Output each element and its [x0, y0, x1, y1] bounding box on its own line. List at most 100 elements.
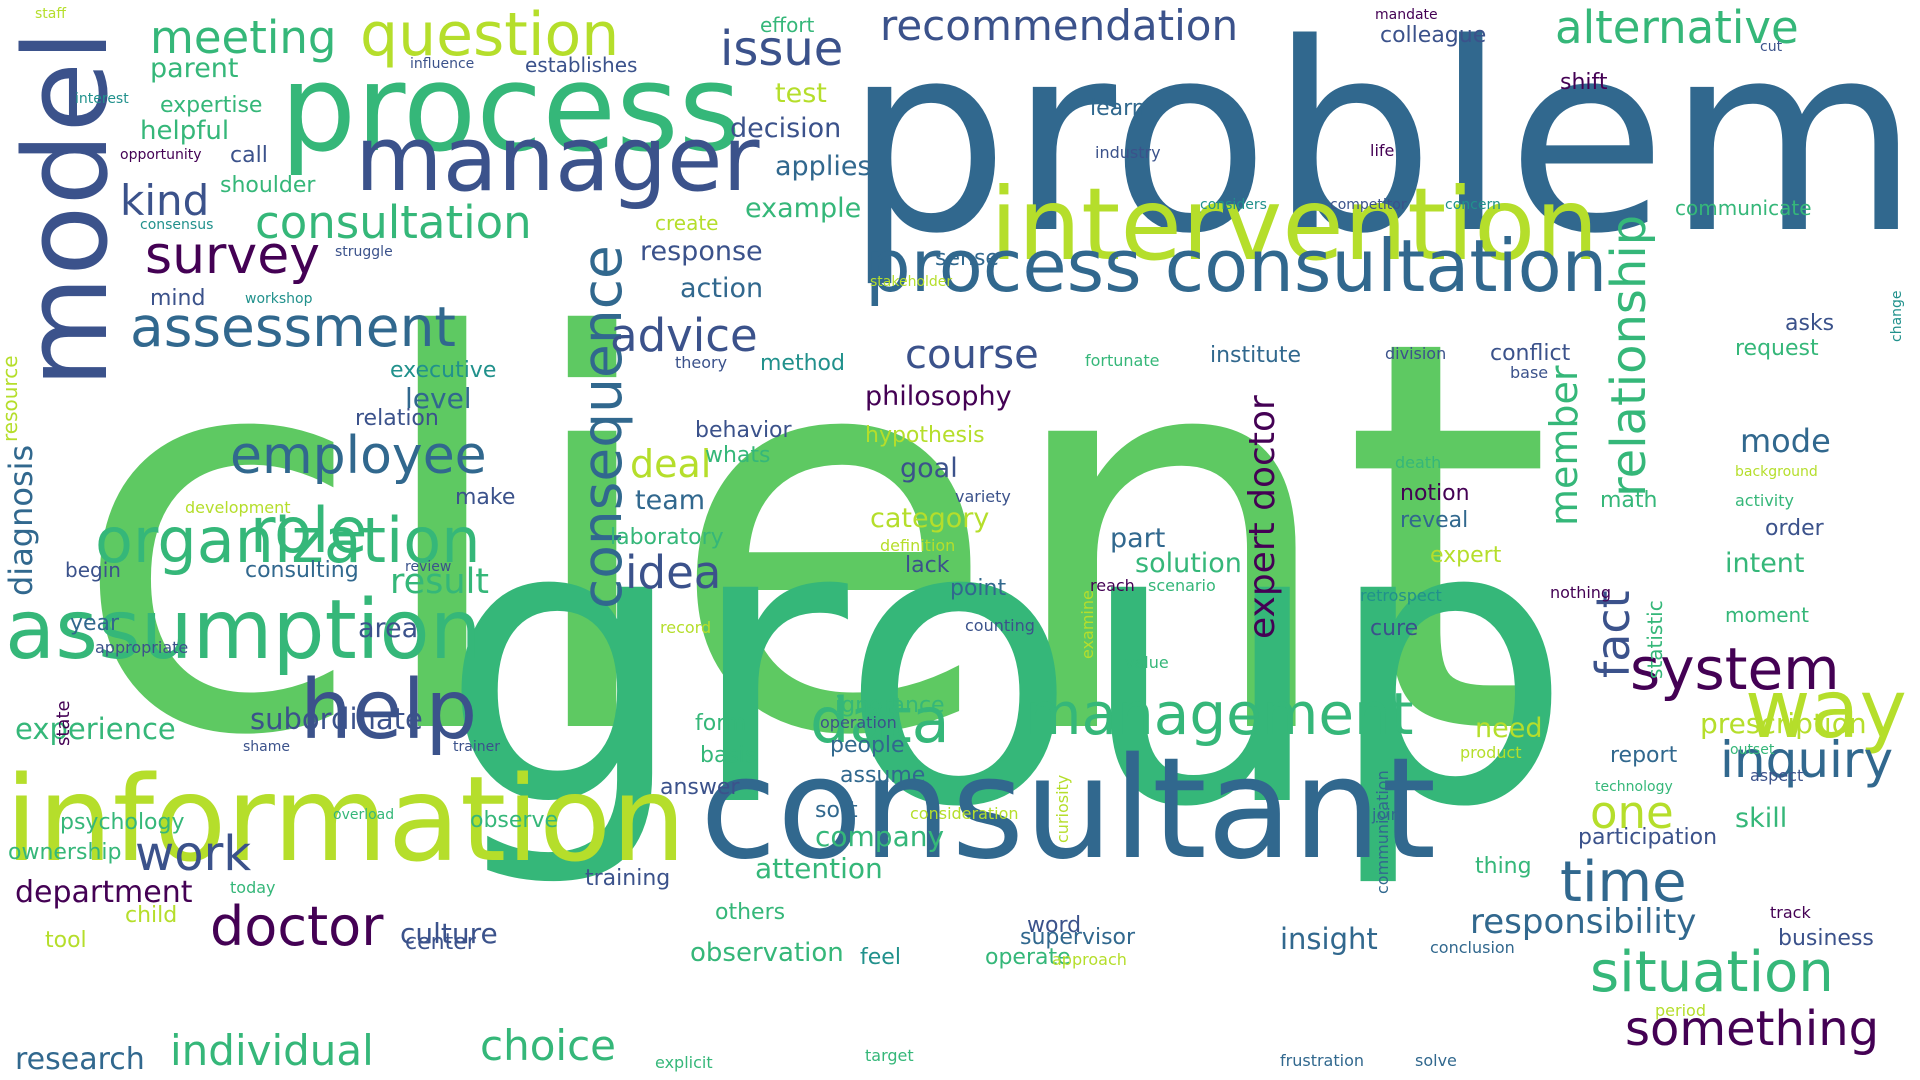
cloud-word: statistic [1643, 600, 1667, 679]
cloud-word: ignorance [835, 693, 945, 718]
cloud-word: area [358, 613, 419, 644]
cloud-word: death [1395, 453, 1442, 472]
cloud-word: asks [1785, 311, 1835, 336]
cloud-word: idea [625, 546, 722, 599]
cloud-word: attention [755, 852, 883, 885]
cloud-word: outset [1730, 742, 1775, 758]
cloud-word: cut [1760, 39, 1783, 55]
cloud-word: helpful [140, 116, 230, 146]
cloud-word: industry [1095, 143, 1161, 162]
cloud-word: one [1590, 786, 1674, 839]
cloud-word: training [585, 866, 671, 891]
cloud-word: sense [935, 246, 999, 271]
cloud-word: survey [145, 226, 320, 286]
cloud-word: department [15, 875, 193, 910]
cloud-word: period [1655, 1001, 1706, 1020]
cloud-word: manager [355, 107, 760, 212]
cloud-word: report [1610, 743, 1678, 768]
cloud-word: colleague [1380, 23, 1487, 48]
cloud-word: skill [1735, 803, 1788, 834]
cloud-word: consideration [910, 804, 1019, 823]
cloud-word: competitor [1330, 197, 1407, 213]
cloud-word: development [185, 498, 291, 517]
cloud-word: consultation [255, 196, 532, 249]
cloud-word: executive [390, 358, 497, 383]
cloud-word: inquiry [1720, 731, 1894, 789]
cloud-word: intervention [990, 166, 1599, 283]
cloud-word: explicit [655, 1053, 713, 1072]
cloud-word: sort [815, 798, 858, 823]
cloud-word: consulting [245, 558, 359, 583]
cloud-word: institute [1210, 343, 1301, 368]
cloud-word: assessment [130, 295, 456, 359]
cloud-word: opportunity [120, 147, 202, 163]
cloud-word: course [905, 332, 1039, 378]
cloud-word: decision [730, 113, 842, 144]
cloud-word: interest [75, 91, 129, 107]
cloud-word: conclusion [1430, 938, 1515, 957]
cloud-word: answer [660, 775, 740, 800]
cloud-word: background [1735, 464, 1818, 480]
cloud-word: stakeholder [870, 274, 953, 290]
cloud-word: form [695, 711, 747, 736]
cloud-word: relationship [1601, 214, 1657, 497]
cloud-word: fortunate [1085, 351, 1160, 370]
cloud-word: counting [965, 616, 1035, 635]
cloud-word: employee [230, 426, 487, 486]
cloud-word: conflict [1490, 341, 1571, 366]
cloud-word: examine [1078, 590, 1097, 659]
cloud-word: diagnosis [2, 444, 40, 596]
cloud-word: variety [955, 487, 1011, 506]
cloud-word: life [1370, 141, 1395, 160]
cloud-word: order [1765, 516, 1824, 541]
cloud-word: begin [65, 558, 121, 582]
cloud-word: level [405, 382, 472, 415]
cloud-word: role [250, 494, 368, 567]
cloud-word: effort [760, 13, 815, 37]
cloud-word: goal [900, 453, 958, 484]
cloud-word: organization [95, 504, 481, 577]
cloud-word: result [390, 562, 490, 602]
cloud-word: fact [1586, 590, 1640, 678]
cloud-word: expertise [160, 93, 263, 118]
cloud-word: request [1735, 336, 1819, 361]
cloud-word: kind [120, 176, 210, 225]
cloud-word: considers [1200, 197, 1267, 213]
cloud-word: resource [0, 355, 22, 442]
cloud-word: struggle [335, 244, 393, 260]
cloud-word: participation [1578, 825, 1718, 850]
cloud-word: hypothesis [865, 423, 985, 448]
cloud-word: lack [905, 553, 950, 578]
cloud-word: choice [480, 1021, 617, 1070]
cloud-word: test [775, 78, 827, 109]
cloud-word: today [230, 878, 276, 897]
cloud-word: observation [690, 938, 844, 968]
cloud-word: part [1110, 523, 1166, 554]
cloud-word: consensus [140, 217, 214, 233]
cloud-word: reach [1090, 576, 1135, 595]
cloud-word: psychology [60, 810, 185, 835]
cloud-word: target [865, 1046, 914, 1065]
cloud-word: moment [1725, 603, 1810, 627]
cloud-word: data [810, 684, 950, 757]
cloud-word: communicate [1675, 196, 1812, 220]
cloud-word: establishes [525, 53, 638, 77]
cloud-word: research [15, 1042, 145, 1077]
cloud-word: recommendation [880, 1, 1239, 50]
cloud-word: technology [1595, 779, 1673, 795]
cloud-word: culture [400, 917, 498, 950]
cloud-word: individual [170, 1026, 374, 1075]
cloud-word: center [405, 930, 476, 955]
cloud-word: word [1027, 913, 1082, 938]
cloud-word: record [660, 618, 712, 637]
cloud-word: people [830, 733, 905, 758]
cloud-word: assume [840, 763, 926, 788]
cloud-word: learn [1090, 96, 1146, 121]
cloud-word: shoulder [220, 173, 316, 198]
cloud-word: shift [1560, 70, 1608, 95]
cloud-word: management [1025, 680, 1414, 748]
cloud-word: others [715, 900, 786, 925]
cloud-word: workshop [245, 291, 313, 307]
cloud-word: division [1385, 344, 1447, 363]
